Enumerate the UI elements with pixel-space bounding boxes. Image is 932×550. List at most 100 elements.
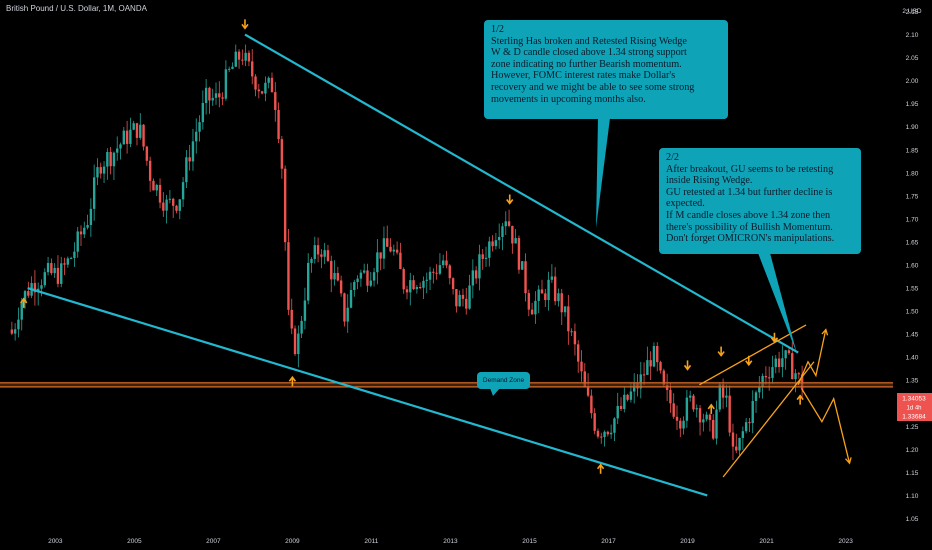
candle-body <box>392 249 396 252</box>
x-tick-label: 2021 <box>759 538 774 545</box>
candle-body <box>195 131 198 142</box>
candle-body <box>725 395 728 398</box>
candle-body <box>109 151 112 167</box>
wedge-line-upper <box>699 324 807 386</box>
y-tick-label: 1.20 <box>906 447 919 454</box>
candle-body <box>326 250 330 261</box>
y-tick-label: 1.10 <box>906 493 919 500</box>
candle-body <box>148 160 152 181</box>
candle-body <box>596 430 600 437</box>
candle-body <box>135 123 139 138</box>
candle-body <box>346 307 349 322</box>
candle-body <box>672 403 675 417</box>
candle-body <box>310 258 313 263</box>
candle-body <box>497 237 501 241</box>
candle-body <box>247 52 251 62</box>
candle-body <box>379 252 382 259</box>
candle-body <box>409 280 412 293</box>
candle-body <box>432 271 435 273</box>
candle-body <box>507 221 511 226</box>
candle-body <box>586 386 590 396</box>
candle-body <box>781 358 784 368</box>
analysis-callout-one[interactable]: 1/2 Sterling Has broken and Retested Ris… <box>484 20 728 119</box>
x-tick-label: 2017 <box>601 538 616 545</box>
candle-body <box>89 208 93 225</box>
demand-zone-label[interactable]: Demand Zone <box>477 372 530 389</box>
candle-body <box>241 59 244 61</box>
candle-body <box>478 254 481 279</box>
time-axis[interactable]: 2003 2005 2007 2009 2011 2013 2015 2017 2019 2021… <box>48 538 853 545</box>
candle-body <box>540 289 544 294</box>
candle-body <box>267 77 270 83</box>
candle-body <box>264 82 267 94</box>
y-tick-label: 1.05 <box>906 516 919 523</box>
candle-body <box>297 333 300 355</box>
candle-body <box>626 394 629 400</box>
y-tick-label: 1.75 <box>906 193 919 200</box>
candle-body <box>613 418 616 433</box>
candle-body <box>69 257 73 259</box>
price-badges: 1.34053 1d 4h 1.33684 <box>897 393 932 421</box>
candle-body <box>563 306 567 313</box>
x-tick-label: 2015 <box>522 538 537 545</box>
y-tick-label: 1.25 <box>906 424 919 431</box>
candle-body <box>712 420 715 439</box>
candle-body <box>603 431 606 438</box>
candle-body <box>679 420 682 429</box>
candle-body <box>455 289 458 307</box>
candle-body <box>544 293 547 301</box>
candle-body <box>442 260 445 266</box>
candle-body <box>517 238 521 270</box>
candle-body <box>99 167 102 174</box>
candle-body <box>23 291 27 302</box>
candle-body <box>122 130 126 145</box>
candle-body <box>550 276 554 280</box>
candle-body <box>142 124 145 147</box>
candle-body <box>214 93 218 98</box>
candle-body <box>83 227 86 235</box>
candle-body <box>675 416 679 421</box>
trendline <box>244 33 799 354</box>
candle-body <box>593 413 596 431</box>
candle-body <box>797 373 801 375</box>
candle-body <box>451 278 455 290</box>
x-tick-label: 2023 <box>838 538 853 545</box>
candle-body <box>139 124 142 138</box>
y-tick-label: 1.60 <box>906 263 919 270</box>
candle-body <box>132 123 135 130</box>
candle-body <box>656 346 659 363</box>
candle-body <box>580 361 583 372</box>
candle-body <box>731 432 735 447</box>
candle-body <box>623 394 626 409</box>
arrow-down-icon <box>683 364 692 371</box>
y-tick-label: 1.35 <box>906 378 919 385</box>
candle-body <box>642 374 646 376</box>
x-tick-label: 2011 <box>364 538 378 545</box>
candle-body <box>307 262 310 301</box>
candle-body <box>425 279 428 281</box>
candle-body <box>369 280 372 286</box>
candle-body <box>494 240 498 247</box>
candle-body <box>152 180 155 191</box>
candle-body <box>10 329 14 334</box>
price-badge-bg <box>897 393 932 403</box>
candle-body <box>461 294 465 299</box>
analysis-callout-two[interactable]: 2/2 After breakout, GU seems to be retes… <box>659 148 861 254</box>
y-tick-label: 1.15 <box>906 470 919 477</box>
candle-body <box>283 168 287 243</box>
candle-body <box>547 279 550 301</box>
candle-body <box>86 224 89 228</box>
x-tick-label: 2009 <box>285 538 300 545</box>
candle-body <box>50 263 53 274</box>
candle-body <box>158 184 162 203</box>
y-tick-label: 2.05 <box>906 55 919 62</box>
candle-body <box>353 281 356 291</box>
candle-body <box>659 362 662 371</box>
candle-body <box>313 245 316 259</box>
candle-body <box>616 405 619 419</box>
candle-body <box>359 272 363 279</box>
candle-body <box>784 350 787 359</box>
candle-body <box>382 238 386 259</box>
